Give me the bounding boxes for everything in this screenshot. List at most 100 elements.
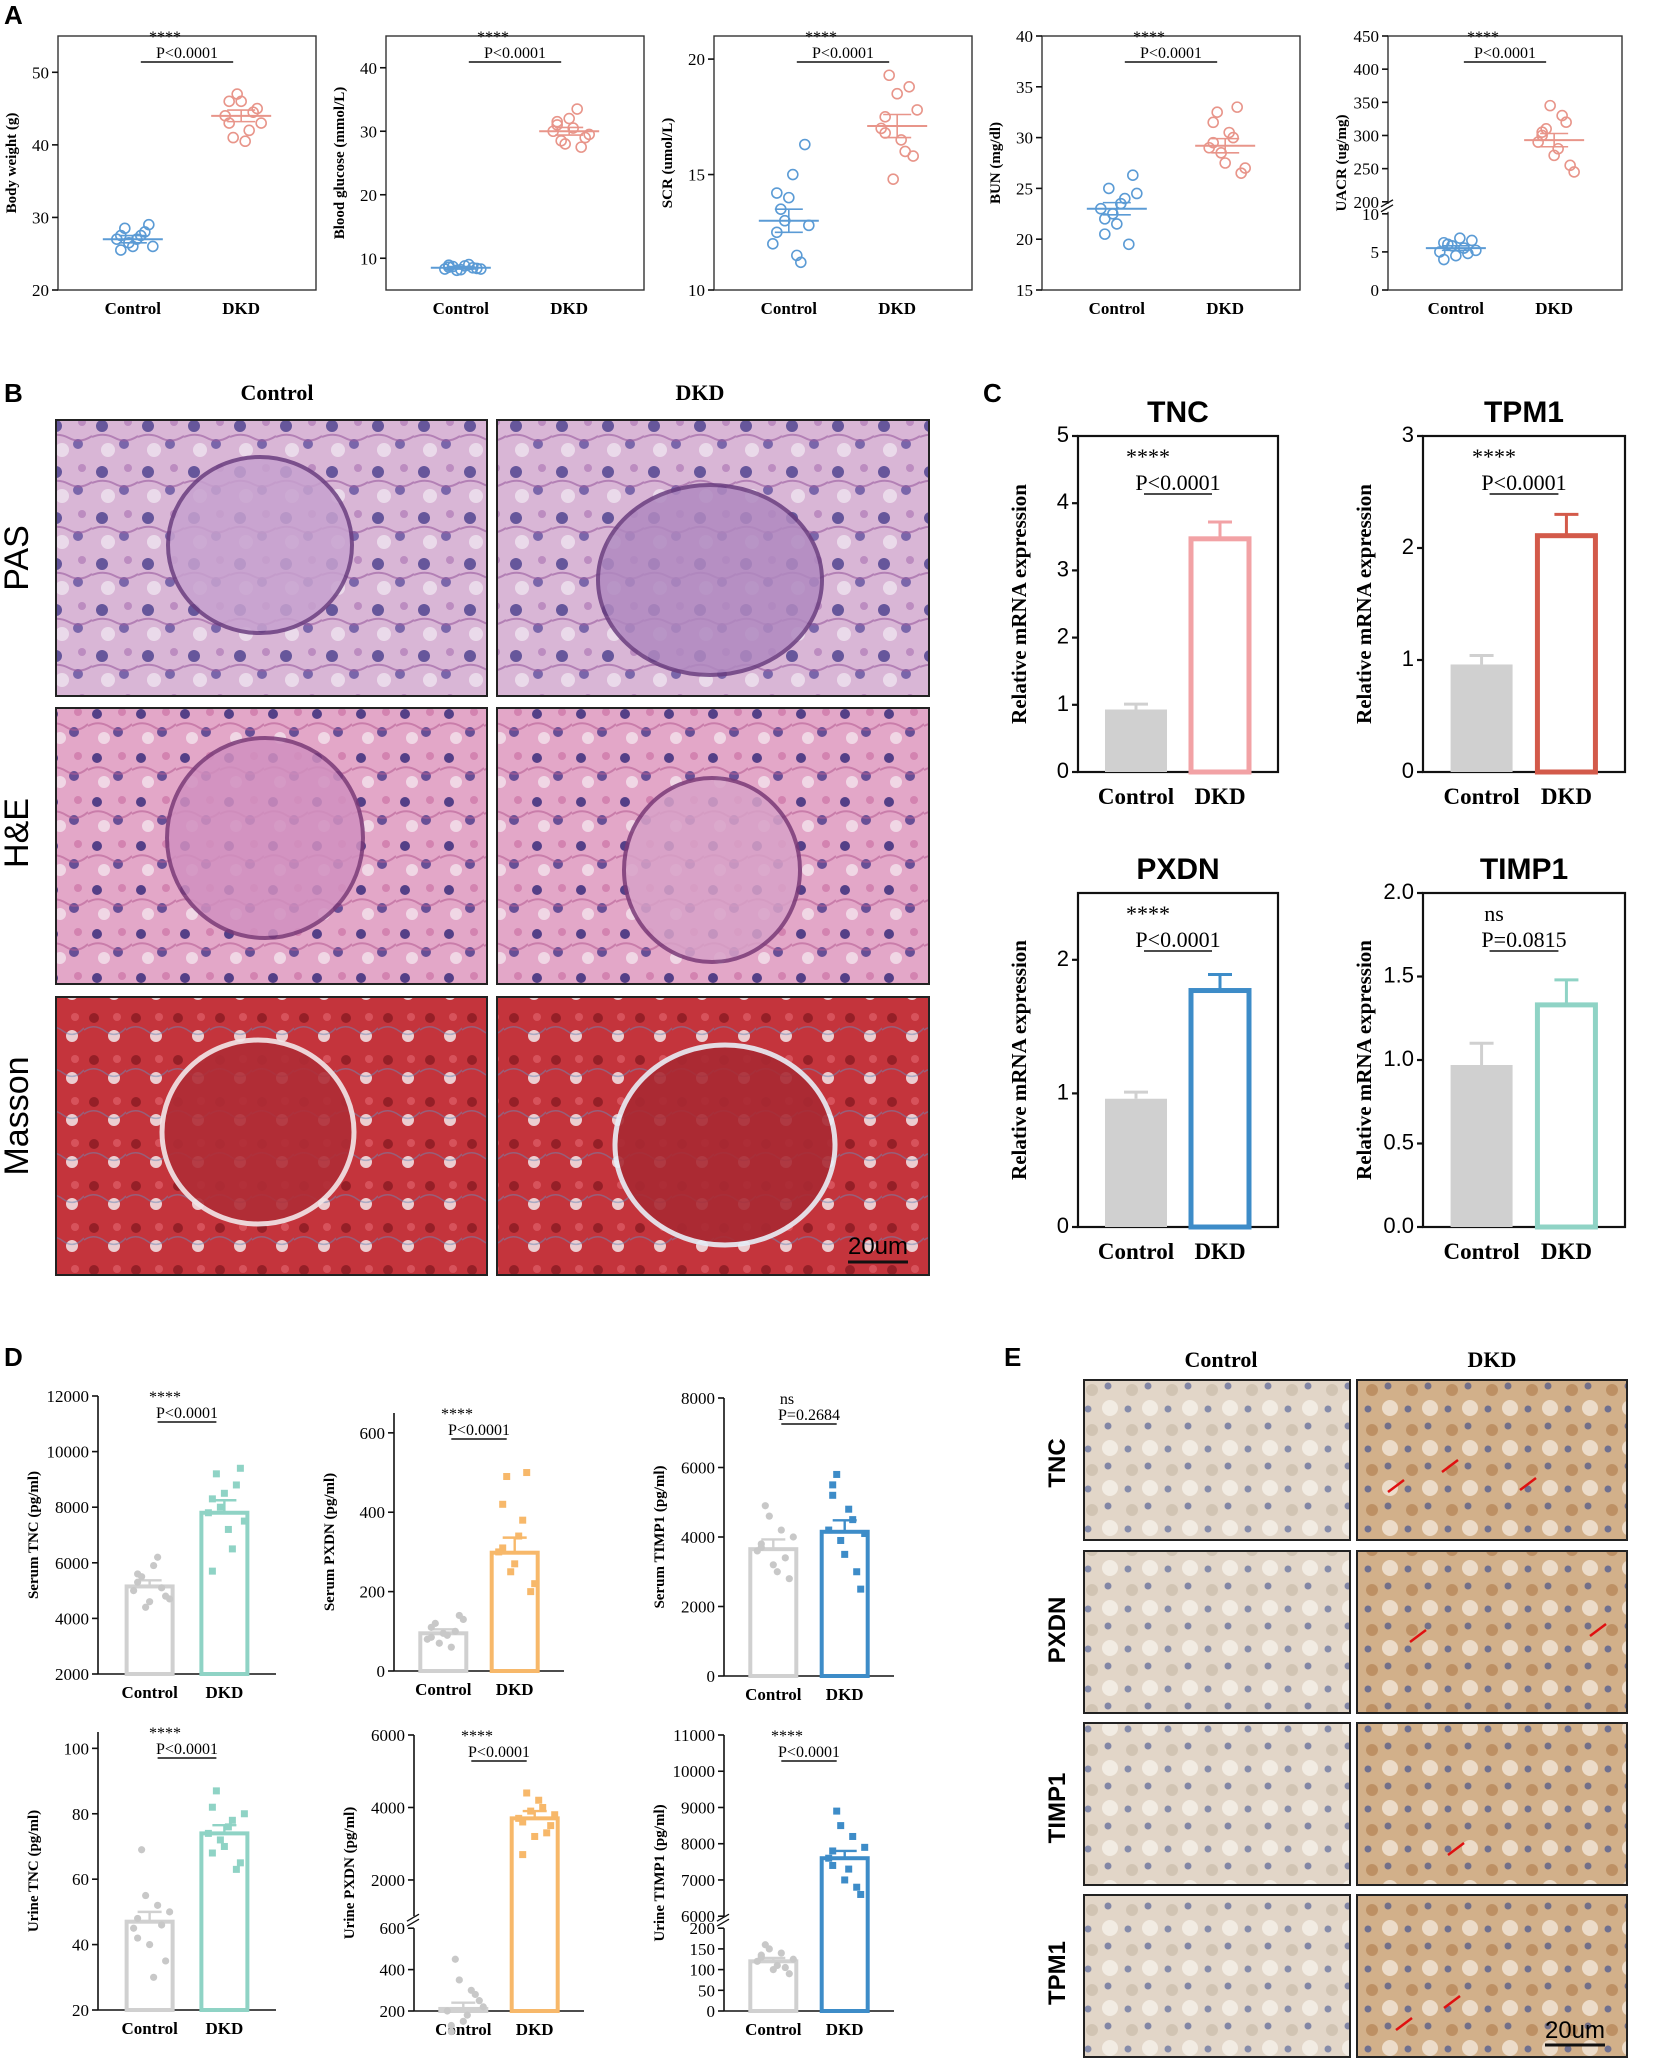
- y-tick-label: 0.0: [1383, 1213, 1414, 1238]
- data-point: [208, 1495, 216, 1503]
- y-tick-label: 200: [690, 1919, 716, 1938]
- y-tick-label: 4000: [371, 1798, 405, 1817]
- data-point: [515, 1532, 523, 1540]
- data-point: [829, 1481, 837, 1489]
- y-axis-label: SCR (umol/L): [660, 118, 676, 208]
- data-point: [443, 259, 455, 272]
- category-label: Control: [1098, 1239, 1174, 1264]
- data-point: [455, 263, 467, 276]
- category-label: Control: [121, 2019, 178, 2038]
- data-point: [765, 1512, 773, 1520]
- chart-pxdn-mrna: 0 1 2 Relative mRNA expression Control DKD PXD…: [1007, 853, 1280, 1264]
- ihc-tpm1-control: [1083, 1894, 1351, 2058]
- chart-title: TNC: [1147, 396, 1209, 429]
- y-tick-label: 450: [1354, 27, 1380, 46]
- data-point: [499, 1500, 507, 1508]
- data-point: [236, 1464, 244, 1472]
- histology-col-control: Control: [241, 380, 314, 405]
- bar: [1450, 664, 1513, 772]
- plot-frame: [1421, 434, 1627, 774]
- p-value-label: P<0.0001: [156, 1405, 218, 1422]
- data-point: [216, 1836, 224, 1844]
- data-point: [447, 2021, 455, 2030]
- data-point: [115, 244, 127, 256]
- significance-stars: ****: [1472, 444, 1516, 469]
- y-tick-label: 200: [360, 1583, 386, 1602]
- data-point: [1207, 136, 1219, 149]
- data-point: [1223, 126, 1235, 139]
- data-point: [451, 1627, 459, 1635]
- data-point: [228, 1545, 236, 1553]
- plot-frame: [57, 35, 317, 291]
- y-tick-label: 20: [360, 186, 377, 205]
- data-point: [1115, 197, 1127, 210]
- plot-frame: [1387, 35, 1623, 291]
- data-point: [551, 119, 563, 131]
- data-point: [879, 127, 891, 139]
- y-tick-label: 25: [1016, 179, 1033, 198]
- axis-break-mark: [716, 1913, 730, 1922]
- data-point: [1207, 116, 1219, 129]
- data-point: [471, 262, 483, 275]
- category-label: Control: [1443, 1239, 1519, 1264]
- data-point: [567, 122, 579, 134]
- ihc-pxdn-control: [1083, 1550, 1351, 1714]
- category-label: DKD: [1535, 299, 1573, 318]
- y-tick-label: 10000: [47, 1443, 90, 1462]
- y-tick-label: 350: [1354, 93, 1380, 112]
- y-axis-label: Serum TNC (pg/ml): [26, 1471, 42, 1599]
- data-point: [208, 1803, 216, 1811]
- data-point: [435, 1639, 443, 1647]
- y-tick-label: 300: [1354, 126, 1380, 145]
- ihc-arrow: [1589, 1623, 1607, 1637]
- significance-stars: ****: [149, 1389, 181, 1406]
- chart-urine-tnc: 20 40 60 80 100 Urine TNC (pg/ml) Control DKD P<…: [26, 1725, 276, 2038]
- data-point: [857, 1890, 865, 1898]
- axis-break-mark: [1380, 204, 1394, 213]
- data-point: [459, 1615, 467, 1623]
- ihc-arrow: [1519, 1477, 1537, 1491]
- category-label: DKD: [1541, 1239, 1592, 1264]
- y-tick-label: 2000: [681, 1598, 715, 1617]
- p-value-label: P<0.0001: [484, 45, 546, 62]
- category-label: DKD: [826, 1685, 864, 1704]
- category-label: Control: [1443, 784, 1519, 809]
- y-tick-label: 2000: [371, 1871, 405, 1890]
- data-point: [150, 1973, 158, 1981]
- data-point: [571, 103, 583, 115]
- data-point: [795, 256, 807, 269]
- data-point: [427, 1623, 435, 1631]
- histology-row-pas: PAS: [0, 525, 36, 591]
- y-axis-label: Blood glucose (mmol/L): [332, 87, 348, 240]
- data-point: [1544, 99, 1556, 112]
- data-point: [162, 1957, 170, 1965]
- data-point: [154, 1553, 162, 1561]
- y-tick-label: 0: [1057, 1213, 1069, 1238]
- bar: [1450, 1065, 1513, 1227]
- y-tick-label: 250: [1354, 160, 1380, 179]
- y-tick-label: 10: [360, 249, 377, 268]
- data-point: [240, 1517, 248, 1525]
- y-tick-label: 100: [690, 1961, 716, 1980]
- data-point: [845, 1865, 853, 1873]
- data-point: [887, 173, 899, 185]
- category-label: DKD: [205, 2019, 243, 2038]
- ihc-col-dkd: DKD: [1468, 1347, 1517, 1372]
- data-point: [1215, 147, 1227, 159]
- data-point: [861, 1530, 869, 1538]
- plot-frame: [713, 35, 973, 291]
- plot-frame: [1041, 35, 1301, 291]
- category-label: DKD: [550, 299, 588, 318]
- ihc-timp1-dkd: [1356, 1722, 1628, 1886]
- y-tick-label: 8000: [681, 1835, 715, 1854]
- data-point: [146, 1940, 154, 1949]
- category-label: DKD: [205, 1683, 243, 1702]
- y-tick-label: 50: [32, 63, 49, 82]
- y-tick-label: 35: [1016, 78, 1033, 97]
- category-label: DKD: [516, 2020, 554, 2039]
- data-point: [471, 1990, 479, 1999]
- y-tick-label: 2: [1057, 624, 1069, 649]
- data-point: [523, 1469, 531, 1477]
- data-point: [495, 1548, 503, 1556]
- y-tick-label: 0: [377, 1662, 386, 1681]
